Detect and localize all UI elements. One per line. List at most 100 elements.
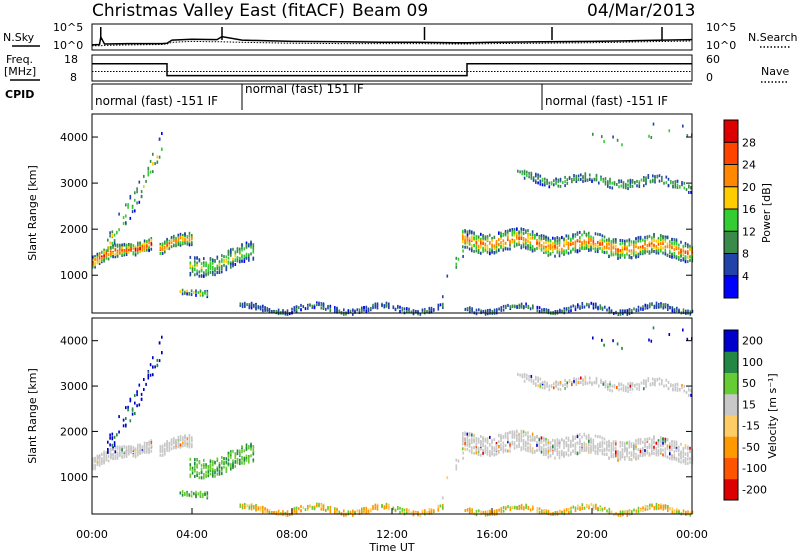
- power-cell: [148, 238, 150, 242]
- velocity-cell: [684, 452, 687, 456]
- velocity-cell: [590, 448, 592, 452]
- power-cell: [195, 292, 197, 295]
- velocity-cell: [554, 511, 557, 514]
- power-ylabel: Slant Range [km]: [26, 165, 39, 261]
- power-cell: [212, 259, 214, 262]
- power-cell: [482, 240, 484, 243]
- velocity-cell: [194, 462, 196, 465]
- velocity-cell: [573, 379, 575, 383]
- velocity-cell: [495, 447, 498, 451]
- power-cell: [636, 179, 638, 183]
- power-cell: [132, 252, 135, 255]
- velocity-cell: [239, 503, 242, 507]
- power-cell: [150, 237, 153, 240]
- velocity-cell: [239, 452, 241, 456]
- power-cell: [516, 243, 518, 247]
- velocity-cell: [664, 450, 667, 454]
- power-cell: [655, 239, 658, 243]
- velocity-cell: [662, 453, 664, 457]
- velocity-cell: [544, 384, 546, 388]
- velocity-cell: [475, 443, 478, 447]
- power-cell: [150, 238, 153, 242]
- power-cell: [361, 309, 363, 313]
- velocity-cell: [597, 452, 599, 456]
- power-cell: [547, 250, 550, 253]
- velocity-cell: [558, 450, 561, 454]
- velocity-cell: [372, 507, 374, 511]
- power-cell: [590, 246, 592, 250]
- velocity-cell: [116, 433, 118, 437]
- velocity-cell: [537, 384, 539, 388]
- power-cell: [137, 251, 139, 255]
- power-cell: [123, 253, 126, 257]
- power-colorbar-swatch: [724, 164, 738, 188]
- velocity-cell: [143, 388, 145, 391]
- velocity-cell: [540, 439, 543, 443]
- velocity-cell: [365, 506, 368, 510]
- velocity-cell: [595, 381, 598, 385]
- velocity-cell: [521, 375, 524, 379]
- power-cell: [417, 310, 419, 313]
- power-cell: [520, 305, 523, 309]
- velocity-cell: [579, 449, 581, 453]
- velocity-cell: [241, 506, 244, 510]
- power-cell: [236, 256, 239, 260]
- velocity-cell: [572, 449, 574, 453]
- velocity-cell: [186, 444, 189, 448]
- power-cell: [671, 241, 673, 245]
- power-cell: [408, 310, 410, 314]
- power-cell: [92, 255, 94, 259]
- velocity-cell: [525, 506, 527, 510]
- power-cell: [273, 310, 275, 314]
- velocity-cell: [678, 510, 680, 514]
- power-cell: [338, 309, 341, 313]
- velocity-cell: [114, 457, 117, 461]
- power-cell: [651, 248, 653, 252]
- power-cell: [608, 239, 610, 243]
- power-cell: [480, 237, 482, 241]
- power-cell: [139, 247, 141, 250]
- power-cell: [511, 238, 514, 242]
- velocity-cell: [152, 373, 154, 377]
- power-cell: [125, 221, 127, 225]
- power-cell: [241, 246, 243, 250]
- velocity-cell: [604, 380, 607, 384]
- power-cell: [536, 239, 538, 242]
- velocity-cell: [619, 511, 622, 515]
- power-cell: [642, 305, 644, 309]
- power-cell: [635, 308, 638, 312]
- power-cell: [475, 312, 478, 316]
- velocity-cell: [129, 419, 132, 423]
- velocity-cell: [678, 449, 680, 452]
- velocity-cell: [164, 449, 166, 453]
- velocity-cell: [657, 448, 660, 452]
- velocity-cell: [684, 457, 687, 461]
- power-cell: [678, 247, 680, 250]
- velocity-cell: [412, 510, 415, 514]
- power-cell: [125, 253, 128, 256]
- power-cell: [619, 249, 622, 253]
- power-cell: [608, 237, 610, 241]
- velocity-cell: [689, 460, 691, 464]
- velocity-cell: [608, 507, 611, 511]
- power-cell: [592, 240, 595, 244]
- power-cell: [622, 181, 625, 185]
- power-cell: [644, 235, 646, 239]
- power-cell: [637, 238, 640, 242]
- velocity-cell: [592, 447, 595, 451]
- velocity-cell: [583, 448, 586, 452]
- power-cell: [214, 267, 216, 271]
- velocity-cell: [660, 444, 662, 448]
- velocity-cell: [489, 509, 491, 513]
- power-cell: [137, 245, 139, 249]
- power-cell: [186, 239, 189, 243]
- power-cell: [509, 305, 512, 309]
- velocity-cell: [545, 440, 547, 444]
- velocity-cell: [96, 462, 99, 466]
- power-cell: [212, 261, 214, 265]
- velocity-cell: [232, 449, 234, 453]
- power-cell: [159, 247, 162, 250]
- velocity-cell: [609, 388, 611, 392]
- power-cell: [139, 243, 141, 247]
- velocity-cell: [655, 449, 658, 453]
